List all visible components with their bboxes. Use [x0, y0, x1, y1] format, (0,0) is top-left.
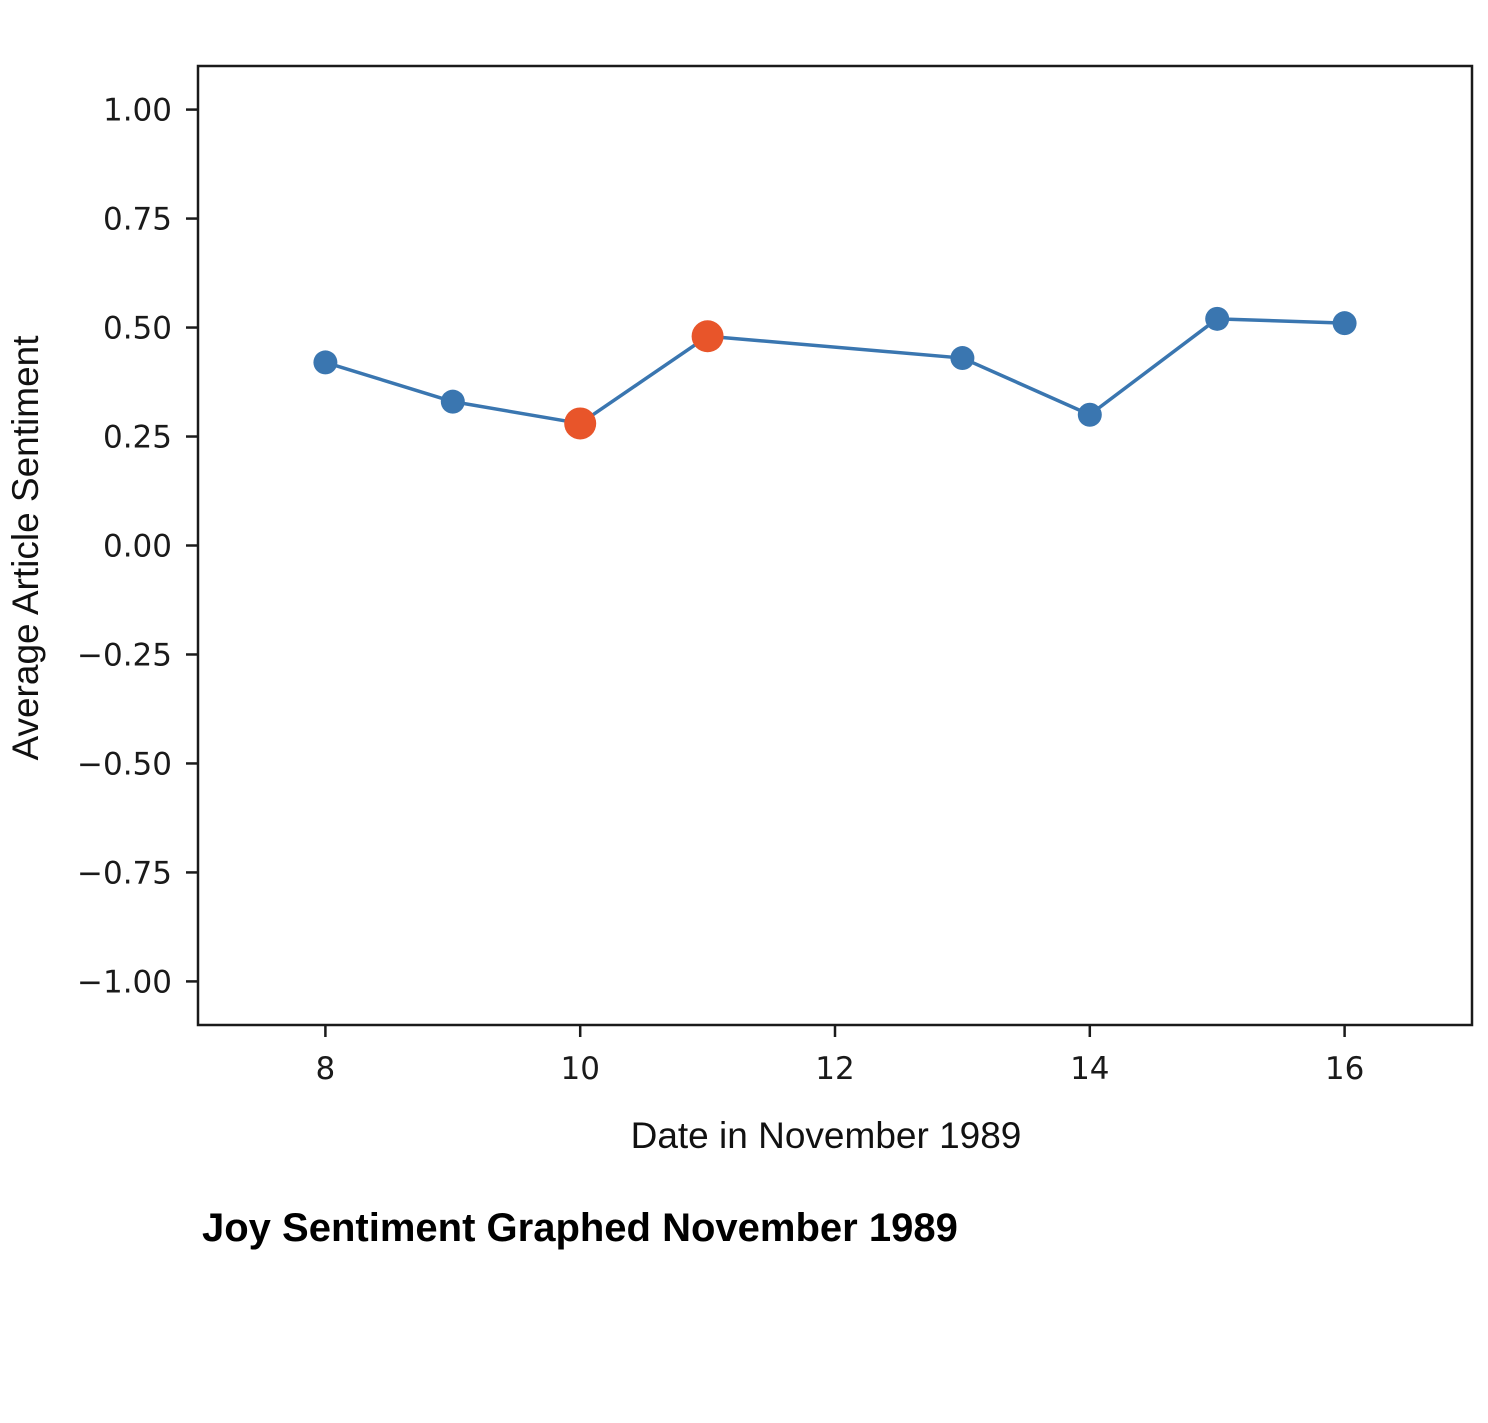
- axis-ticks: 1.00 0.75 0.50 0.25 0.00 −0.25 −0.50 −0.75 −1.00…: [77, 93, 1364, 1087]
- x-tick-label: 10: [560, 1051, 599, 1087]
- x-tick-label: 12: [815, 1051, 854, 1087]
- highlighted-data-point: [564, 407, 597, 440]
- y-tick-label: −1.00: [77, 964, 172, 1000]
- y-tick-label: −0.75: [77, 855, 172, 891]
- y-tick-label: 0.75: [103, 202, 172, 238]
- series-layer: [313, 306, 1357, 440]
- y-tick-label: −0.50: [77, 746, 172, 782]
- plot-area-frame: [196, 64, 1474, 1027]
- y-tick-label: −0.25: [77, 637, 172, 673]
- y-tick-label: 0.50: [103, 311, 172, 347]
- data-point: [1205, 306, 1230, 331]
- data-point: [1077, 402, 1102, 427]
- x-tick-label: 8: [316, 1051, 336, 1087]
- data-point: [313, 350, 338, 375]
- figure-caption: Joy Sentiment Graphed November 1989: [202, 1206, 958, 1250]
- x-tick-label: 14: [1070, 1051, 1109, 1087]
- y-tick-label: 0.25: [103, 420, 172, 456]
- data-point: [440, 389, 465, 414]
- data-point: [1332, 311, 1357, 336]
- y-axis-title: Average Article Sentiment: [5, 335, 46, 761]
- y-tick-label: 0.00: [103, 529, 172, 565]
- y-tick-label: 1.00: [103, 93, 172, 129]
- data-point: [950, 346, 975, 371]
- x-axis-title: Date in November 1989: [631, 1115, 1022, 1156]
- x-tick-label: 16: [1325, 1051, 1364, 1087]
- highlighted-data-point: [691, 320, 724, 353]
- series-line: [324, 317, 1345, 426]
